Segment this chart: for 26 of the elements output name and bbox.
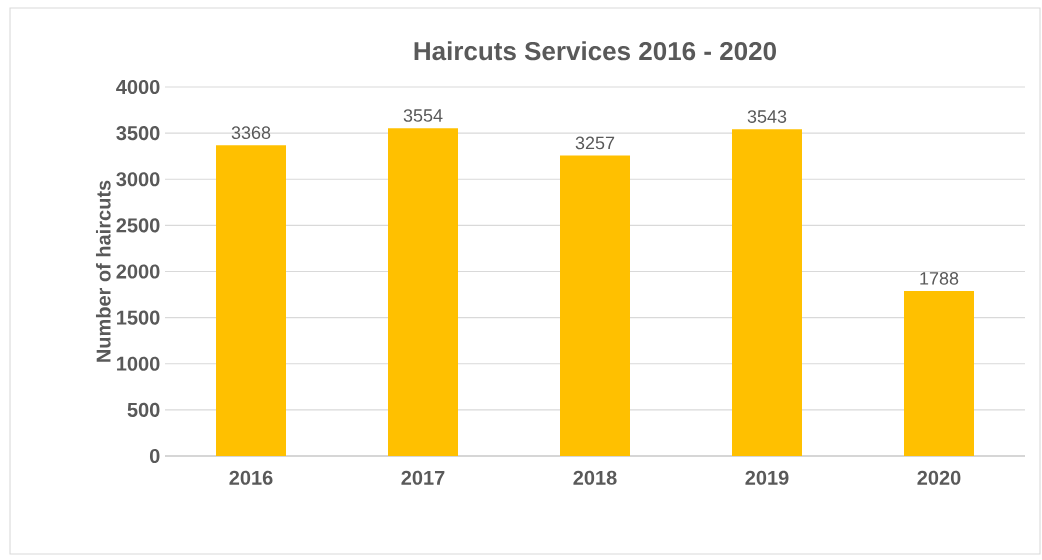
data-label: 3257 <box>575 136 615 150</box>
chart-title: Haircuts Services 2016 - 2020 <box>414 41 776 61</box>
y-tick-label: 4000 <box>116 79 160 95</box>
y-tick-label: 1000 <box>117 356 160 371</box>
y-axis-title: Number of haircuts <box>95 180 111 362</box>
data-label: 3368 <box>231 126 271 140</box>
data-label: 3554 <box>403 109 443 122</box>
data-label: 3543 <box>747 110 787 123</box>
bar <box>732 129 802 456</box>
y-tick-label: 1500 <box>117 310 160 325</box>
bar <box>216 145 287 456</box>
x-tick-label: 2019 <box>745 470 789 485</box>
y-tick-label: 3000 <box>116 172 160 187</box>
x-tick-label: 2020 <box>917 470 961 485</box>
x-tick-label: 2017 <box>401 470 445 485</box>
y-tick-label: 2000 <box>116 264 160 279</box>
bar <box>904 291 974 456</box>
y-tick-label: 0 <box>149 448 160 464</box>
y-tick-label: 3500 <box>116 126 160 141</box>
data-label: 1788 <box>920 272 959 285</box>
bar <box>560 155 630 456</box>
x-tick-label: 2018 <box>573 470 617 485</box>
y-tick-label: 2500 <box>116 218 160 233</box>
x-tick-label: 2016 <box>229 470 273 485</box>
bar <box>388 128 458 456</box>
y-tick-label: 500 <box>127 402 160 417</box>
